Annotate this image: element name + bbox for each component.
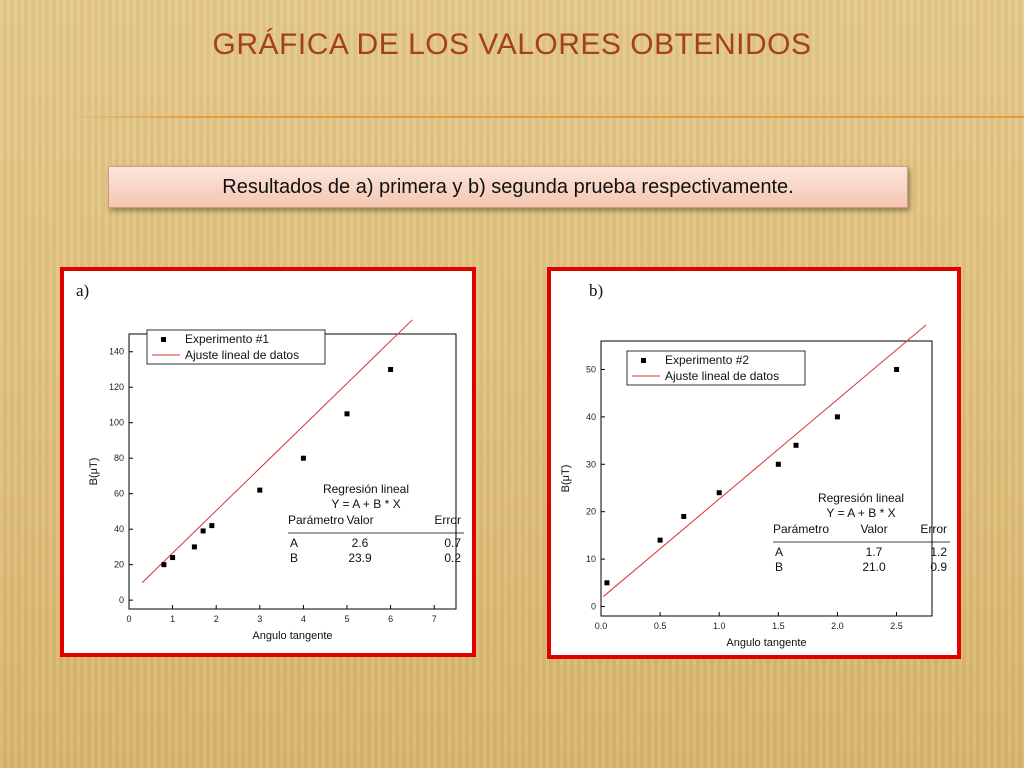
regression-cell: 0.7 bbox=[444, 536, 461, 550]
regression-header: Parámetro bbox=[773, 522, 829, 536]
data-point bbox=[170, 555, 176, 561]
legend-label-line: Ajuste lineal de datos bbox=[185, 348, 299, 362]
legend-marker-points bbox=[641, 358, 646, 363]
y-tick-label: 120 bbox=[109, 382, 124, 392]
regression-cell: 21.0 bbox=[862, 560, 886, 574]
plot-frame bbox=[128, 333, 457, 610]
legend-box bbox=[146, 329, 326, 365]
data-point bbox=[344, 411, 350, 417]
data-point bbox=[388, 366, 394, 372]
fit-line bbox=[603, 324, 927, 597]
data-point bbox=[200, 528, 206, 534]
title-divider bbox=[60, 116, 1024, 118]
x-tick-label: 4 bbox=[301, 614, 306, 624]
regression-title: Regresión lineal bbox=[818, 491, 904, 505]
y-axis-label: B(μT) bbox=[560, 465, 572, 493]
x-tick-label: 7 bbox=[432, 614, 437, 624]
y-tick-label: 140 bbox=[109, 347, 124, 357]
y-tick-label: 100 bbox=[109, 418, 124, 428]
x-tick-label: 1.0 bbox=[713, 621, 726, 631]
x-tick-label: 0.0 bbox=[595, 621, 608, 631]
y-axis-label: B(μT) bbox=[88, 458, 100, 486]
x-tick-label: 0.5 bbox=[654, 621, 667, 631]
regression-cell: B bbox=[775, 560, 783, 574]
data-point bbox=[894, 366, 900, 372]
legend-label-points: Experimento #2 bbox=[665, 353, 749, 367]
x-tick-label: 6 bbox=[388, 614, 393, 624]
data-point bbox=[300, 455, 306, 461]
data-point bbox=[161, 562, 167, 568]
regression-cell: 0.9 bbox=[930, 560, 947, 574]
legend-marker-points bbox=[161, 337, 166, 342]
chart-panel-b: b) 0.0 0.5 1.0 1.5 2.0 2.5 0 10 20 30 40 50 Angulo ta… bbox=[547, 267, 961, 659]
regression-cell: 23.9 bbox=[348, 551, 372, 565]
panel-label: b) bbox=[589, 281, 603, 300]
plot-frame bbox=[600, 340, 933, 617]
y-tick-label: 20 bbox=[586, 507, 596, 517]
x-tick-label: 2.0 bbox=[831, 621, 844, 631]
regression-title: Regresión lineal bbox=[323, 482, 409, 496]
chart-b: b) 0.0 0.5 1.0 1.5 2.0 2.5 0 10 20 30 40 50 Angulo ta… bbox=[560, 281, 950, 649]
regression-equation: Y = A + B * X bbox=[331, 497, 400, 511]
y-tick-label: 0 bbox=[119, 595, 124, 605]
regression-equation: Y = A + B * X bbox=[826, 506, 895, 520]
subtitle-box: Resultados de a) primera y b) segunda pr… bbox=[108, 166, 908, 208]
x-axis-label: Angulo tangente bbox=[252, 630, 332, 642]
panel-label: a) bbox=[76, 281, 89, 300]
regression-cell: A bbox=[290, 536, 298, 550]
y-tick-label: 50 bbox=[586, 364, 596, 374]
y-tick-label: 30 bbox=[586, 459, 596, 469]
data-point bbox=[834, 414, 840, 420]
chart-a: a) 0 1 2 3 4 5 6 7 0 20 40 60 80 100 120 140 Angulo tange… bbox=[76, 281, 464, 642]
regression-cell: B bbox=[290, 551, 298, 565]
regression-header: Error bbox=[920, 522, 947, 536]
legend-label-line: Ajuste lineal de datos bbox=[665, 369, 779, 383]
fit-line bbox=[141, 319, 413, 584]
regression-cell: 1.2 bbox=[930, 545, 947, 559]
y-tick-label: 0 bbox=[591, 602, 596, 612]
regression-header: Valor bbox=[346, 513, 373, 527]
x-tick-label: 5 bbox=[344, 614, 349, 624]
y-tick-label: 20 bbox=[114, 560, 124, 570]
data-point bbox=[209, 523, 215, 529]
x-tick-label: 0 bbox=[126, 614, 131, 624]
y-tick-label: 60 bbox=[114, 489, 124, 499]
legend-box bbox=[626, 350, 806, 386]
data-point bbox=[775, 461, 781, 467]
x-tick-label: 1 bbox=[170, 614, 175, 624]
y-tick-label: 40 bbox=[586, 412, 596, 422]
data-point bbox=[716, 490, 722, 496]
legend-label-points: Experimento #1 bbox=[185, 332, 269, 346]
y-tick-label: 10 bbox=[586, 554, 596, 564]
data-point bbox=[191, 544, 197, 550]
regression-header: Parámetro bbox=[288, 513, 344, 527]
regression-header: Error bbox=[434, 513, 461, 527]
y-tick-label: 40 bbox=[114, 524, 124, 534]
data-point bbox=[793, 442, 799, 448]
x-tick-label: 2.5 bbox=[890, 621, 903, 631]
regression-cell: 1.7 bbox=[866, 545, 883, 559]
data-point bbox=[604, 580, 610, 586]
regression-cell: 0.2 bbox=[444, 551, 461, 565]
x-tick-label: 3 bbox=[257, 614, 262, 624]
regression-cell: 2.6 bbox=[352, 536, 369, 550]
chart-panel-a: a) 0 1 2 3 4 5 6 7 0 20 40 60 80 100 120 140 Angulo tange… bbox=[60, 267, 476, 657]
regression-header: Valor bbox=[860, 522, 887, 536]
x-tick-label: 1.5 bbox=[772, 621, 785, 631]
x-tick-label: 2 bbox=[214, 614, 219, 624]
data-point bbox=[257, 487, 263, 493]
regression-cell: A bbox=[775, 545, 783, 559]
x-axis-label: Angulo tangente bbox=[726, 637, 806, 649]
y-tick-label: 80 bbox=[114, 453, 124, 463]
data-point bbox=[657, 537, 663, 543]
data-point bbox=[681, 513, 687, 519]
page-title: GRÁFICA DE LOS VALORES OBTENIDOS bbox=[212, 28, 812, 61]
